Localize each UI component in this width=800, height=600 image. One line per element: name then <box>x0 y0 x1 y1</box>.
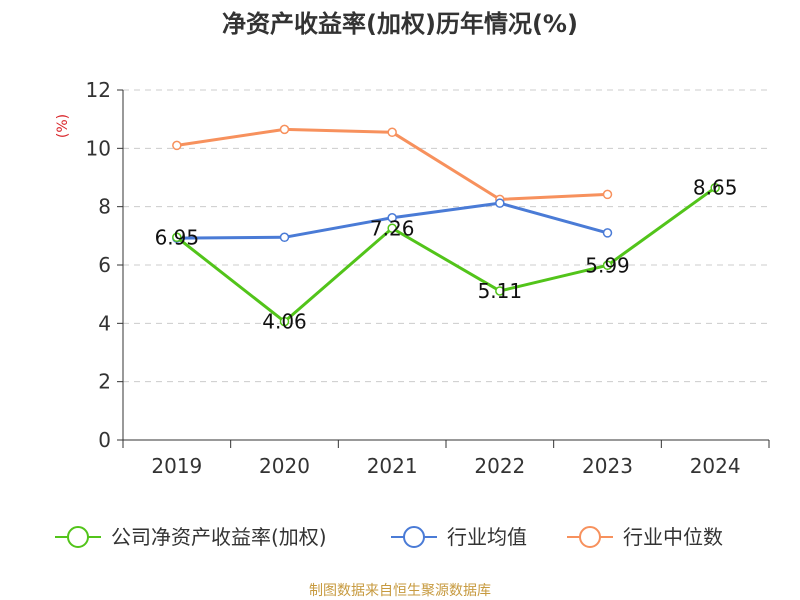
data-point <box>172 232 182 243</box>
y-tick-label: 4 <box>98 311 111 335</box>
data-label: 5.99 <box>585 253 630 277</box>
legend-item: 行业中位数 <box>567 525 723 549</box>
y-tick-label: 8 <box>98 195 111 219</box>
legend-label: 行业均值 <box>447 525 527 549</box>
series-2 <box>172 124 613 205</box>
data-label: 4.06 <box>262 310 307 334</box>
legend-marker <box>67 526 89 548</box>
y-tick-label: 6 <box>98 253 111 277</box>
y-tick-label: 12 <box>86 78 111 102</box>
data-point <box>279 232 290 243</box>
data-label: 5.11 <box>478 279 523 303</box>
data-point <box>602 260 613 271</box>
series-layer <box>172 124 720 327</box>
data-point <box>279 124 290 135</box>
data-point <box>387 127 397 138</box>
data-label-layer: 6.95 4.06 7.26 5.11 5.99 8.65 <box>155 176 738 334</box>
x-tick-label: 2019 <box>151 454 202 478</box>
x-tick-label: 2022 <box>474 454 525 478</box>
legend: 公司净资产收益率(加权) 行业均值 行业中位数 <box>55 525 723 549</box>
source-note: 制图数据来自恒生聚源数据库 <box>309 583 491 599</box>
y-tick-label: 0 <box>98 428 111 452</box>
data-point <box>387 213 397 223</box>
data-point <box>387 223 397 233</box>
data-label: 6.95 <box>155 225 200 249</box>
data-point <box>495 198 505 208</box>
data-label: 8.65 <box>693 176 738 200</box>
data-point <box>495 286 505 296</box>
x-tick-label: 2023 <box>582 454 633 478</box>
x-tick-label: 2020 <box>259 454 310 478</box>
series-line <box>176 127 608 201</box>
axis-layer: 0 2 4 6 8 10 12 2019 2020 2021 2022 2023 2024 <box>86 78 770 478</box>
legend-label: 行业中位数 <box>623 525 723 549</box>
y-tick-label: 10 <box>86 136 111 160</box>
data-label: 7.26 <box>370 216 415 240</box>
y-axis-unit-label: (%) <box>55 114 71 138</box>
chart-title: 净资产收益率(加权)历年情况(%) <box>222 10 578 38</box>
data-point <box>710 182 720 193</box>
data-point <box>279 316 290 327</box>
grid-layer <box>123 89 769 383</box>
data-point <box>602 228 613 238</box>
y-tick-label: 2 <box>98 370 111 394</box>
legend-marker <box>579 526 601 548</box>
series-0 <box>172 182 720 327</box>
legend-marker <box>403 526 425 548</box>
x-tick-label: 2024 <box>690 454 741 478</box>
legend-label: 公司净资产收益率(加权) <box>111 525 327 549</box>
data-point <box>172 140 182 151</box>
legend-item: 公司净资产收益率(加权) <box>55 525 327 549</box>
x-tick-label: 2021 <box>367 454 418 478</box>
series-line <box>175 186 717 324</box>
data-point <box>602 189 613 200</box>
legend-item: 行业均值 <box>391 525 527 549</box>
